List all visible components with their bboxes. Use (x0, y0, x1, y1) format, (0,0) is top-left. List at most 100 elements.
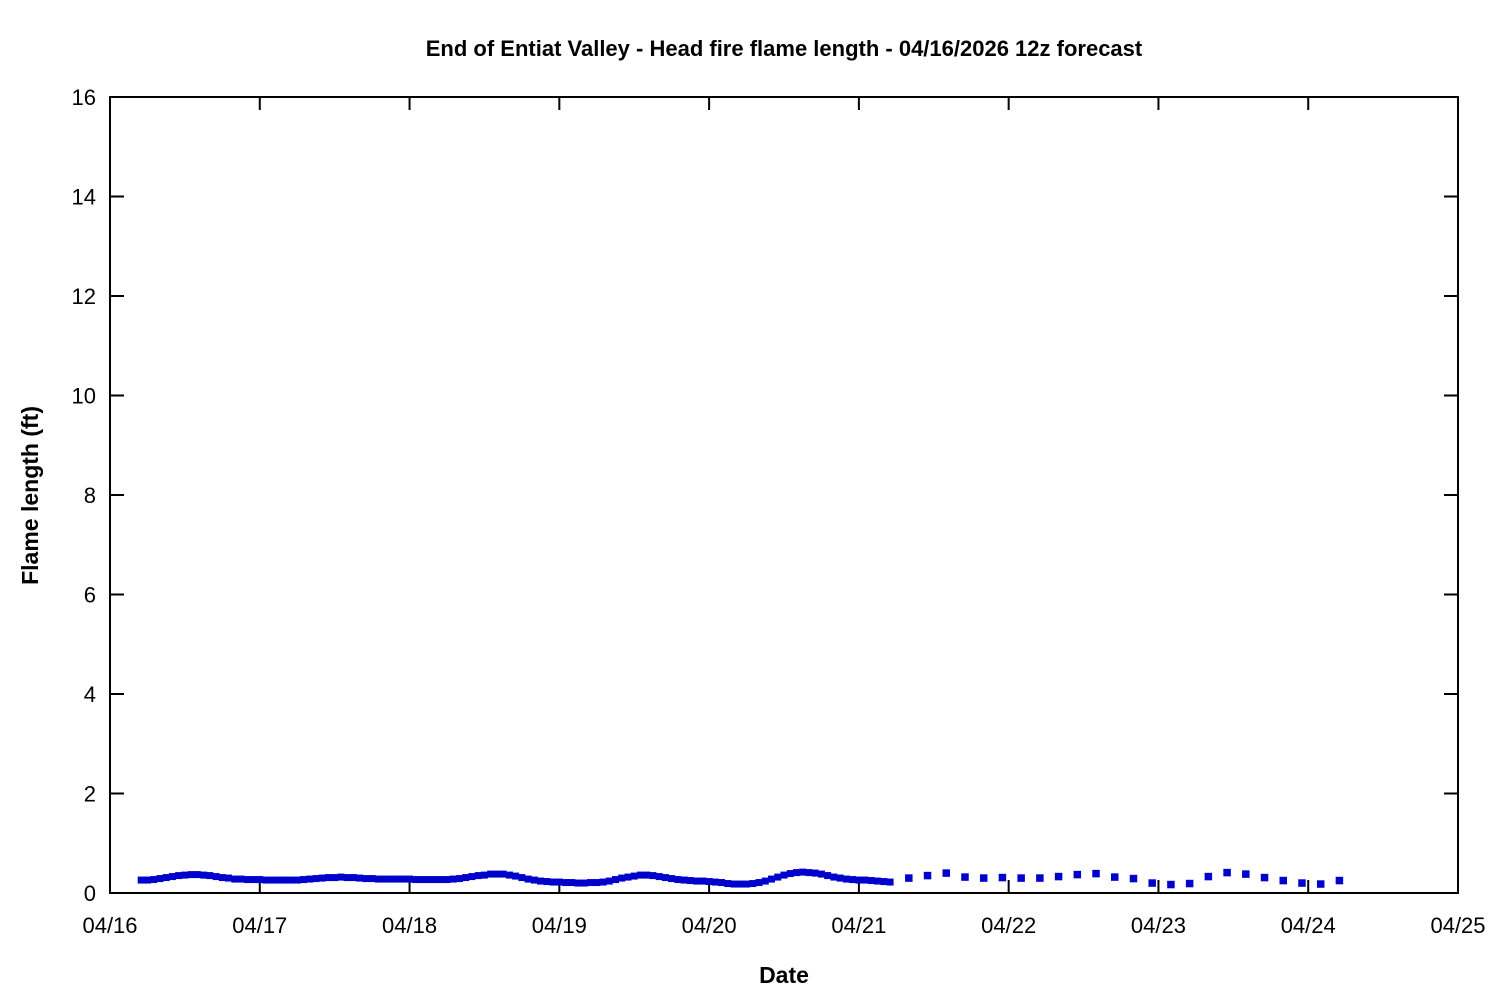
data-point-marker (424, 876, 432, 884)
y-tick-label: 8 (84, 483, 96, 508)
data-point-marker (755, 879, 763, 887)
data-point-marker (630, 872, 638, 880)
data-point-marker (406, 875, 414, 883)
data-point-marker (1129, 874, 1138, 883)
data-point-marker (942, 869, 951, 877)
data-point-marker (250, 876, 258, 884)
data-point-marker (368, 875, 376, 883)
data-point-marker (1335, 876, 1344, 885)
data-point-marker (1204, 872, 1213, 881)
data-point-marker (1279, 876, 1288, 885)
y-tick-label: 4 (84, 682, 96, 707)
data-point-marker (455, 875, 463, 883)
data-point-marker (331, 874, 339, 882)
data-point-marker (836, 874, 844, 882)
data-point-marker (231, 875, 239, 883)
data-point-marker (780, 871, 788, 879)
y-tick-label: 16 (72, 85, 96, 110)
data-point-marker (480, 871, 488, 879)
data-point-marker (855, 876, 863, 884)
data-point-marker (743, 880, 751, 888)
data-point-marker (817, 870, 825, 878)
data-point-marker (693, 877, 701, 885)
data-point-marker (362, 875, 370, 883)
y-tick-label: 6 (84, 583, 96, 608)
data-point-marker (749, 880, 757, 888)
data-point-marker (680, 876, 688, 884)
x-tick-label: 04/23 (1131, 913, 1186, 938)
data-point-marker (212, 873, 220, 881)
data-point-marker (468, 873, 476, 881)
data-point-marker (643, 871, 651, 879)
data-point-marker (449, 875, 457, 883)
data-point-marker (861, 876, 869, 884)
data-point-marker (306, 875, 314, 883)
data-point-marker (374, 875, 382, 883)
data-point-marker (562, 879, 570, 887)
y-tick-label: 10 (72, 384, 96, 409)
data-point-marker (705, 878, 713, 886)
data-point-marker (612, 876, 619, 884)
data-point-marker (399, 875, 407, 883)
data-point-marker (543, 878, 551, 886)
data-point-marker (618, 874, 626, 882)
data-point-marker (674, 876, 682, 884)
data-point-marker (218, 874, 226, 882)
y-axis-title: Flame length (ft) (6, 97, 54, 893)
data-point-marker (505, 871, 513, 879)
data-point-marker (587, 879, 595, 887)
data-point-marker (568, 879, 576, 887)
data-point-marker (200, 871, 208, 879)
data-point-marker (1148, 879, 1156, 887)
data-point-marker (437, 876, 445, 884)
x-tick-label: 04/22 (981, 913, 1036, 938)
x-tick-label: 04/17 (232, 913, 287, 938)
data-point-marker (1316, 880, 1325, 888)
data-point-marker (605, 877, 613, 885)
data-point-marker (649, 872, 657, 880)
data-point-marker (555, 878, 563, 886)
data-point-marker (998, 873, 1007, 882)
y-axis-title-text: Flame length (ft) (16, 405, 43, 585)
data-point-marker (867, 877, 875, 885)
data-point-marker (193, 871, 201, 879)
data-point-marker (574, 879, 582, 887)
data-point-marker (150, 876, 158, 884)
data-point-marker (143, 876, 151, 884)
data-point-marker (886, 878, 894, 886)
data-point-marker (830, 873, 838, 881)
x-tick-label: 04/25 (1430, 913, 1485, 938)
data-point-marker (443, 876, 451, 884)
data-point-marker (1167, 880, 1175, 889)
x-axis-title: Date (759, 962, 809, 988)
data-point-marker (237, 875, 245, 883)
data-point-marker (381, 875, 389, 883)
data-point-marker (275, 876, 282, 884)
data-point-marker (393, 875, 401, 883)
data-point-marker (281, 876, 289, 884)
data-point-marker (1242, 870, 1250, 878)
data-point-marker (1054, 872, 1063, 881)
data-point-marker (880, 878, 888, 886)
data-point-marker (499, 870, 507, 878)
data-point-marker (312, 875, 320, 883)
data-point-marker (580, 879, 588, 887)
data-point-marker (256, 876, 264, 884)
data-point-marker (655, 873, 663, 881)
data-point-marker (636, 871, 644, 879)
data-point-marker (768, 875, 776, 883)
data-point-marker (923, 871, 932, 880)
plot-border (109, 96, 1459, 894)
data-point-marker (337, 873, 345, 881)
data-point-marker (268, 876, 276, 884)
data-point-marker (187, 871, 195, 879)
data-point-marker (711, 878, 719, 886)
data-point-marker (1036, 874, 1044, 882)
x-tick-label: 04/16 (82, 913, 137, 938)
data-point-marker (849, 876, 857, 884)
data-point-marker (786, 870, 794, 878)
data-point-marker (774, 873, 782, 881)
data-point-marker (487, 870, 495, 878)
data-point-marker (162, 874, 170, 882)
